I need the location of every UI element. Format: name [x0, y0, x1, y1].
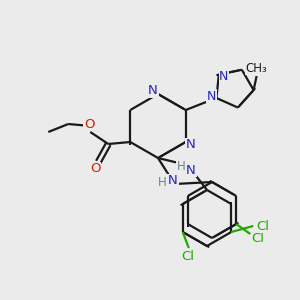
Text: H: H	[158, 176, 166, 188]
Text: O: O	[84, 118, 94, 130]
Text: CH₃: CH₃	[246, 61, 268, 75]
Text: N: N	[168, 175, 178, 188]
Text: O: O	[90, 163, 101, 176]
Text: Cl: Cl	[252, 232, 265, 244]
Text: Cl: Cl	[181, 250, 194, 262]
Text: N: N	[186, 164, 196, 176]
Text: Cl: Cl	[257, 220, 270, 232]
Text: N: N	[148, 85, 158, 98]
Text: N: N	[186, 139, 196, 152]
Text: H: H	[177, 160, 185, 172]
Text: N: N	[219, 70, 229, 83]
Text: N: N	[207, 89, 216, 103]
